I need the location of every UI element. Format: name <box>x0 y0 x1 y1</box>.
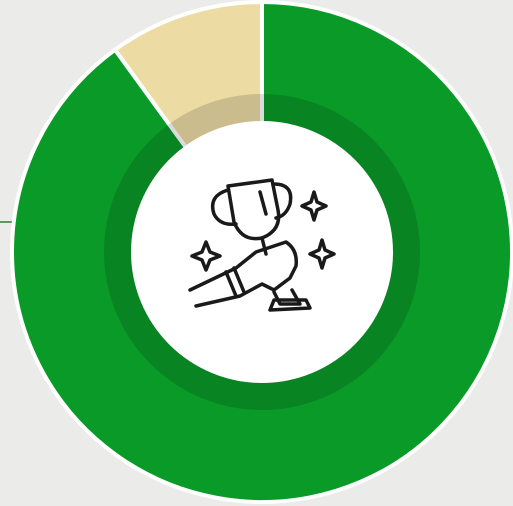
center-hole <box>131 121 393 383</box>
chart <box>0 0 513 506</box>
page: {"chart_data": {"type": "pie", "values":… <box>0 0 513 506</box>
